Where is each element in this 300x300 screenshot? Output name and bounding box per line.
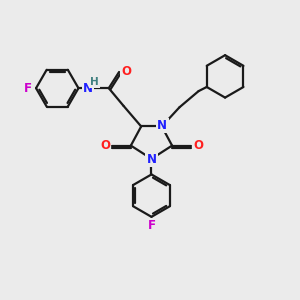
Text: H: H (90, 77, 99, 87)
Text: O: O (100, 139, 110, 152)
Text: N: N (83, 82, 93, 95)
Text: N: N (158, 119, 167, 132)
Text: F: F (148, 219, 155, 232)
Text: O: O (193, 139, 203, 152)
Text: F: F (24, 82, 32, 95)
Text: N: N (146, 153, 157, 166)
Text: O: O (122, 65, 131, 79)
